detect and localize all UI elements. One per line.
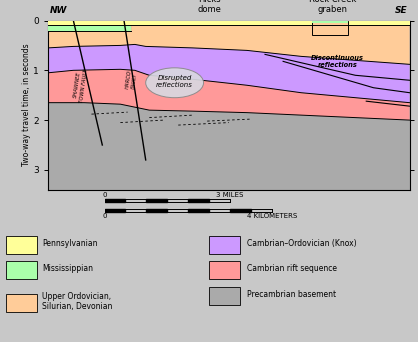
Text: 0: 0: [102, 213, 107, 219]
Polygon shape: [48, 21, 410, 25]
Polygon shape: [48, 25, 410, 64]
Text: Cambrian rift sequence: Cambrian rift sequence: [247, 264, 336, 274]
Text: SE: SE: [395, 6, 408, 15]
FancyBboxPatch shape: [209, 287, 240, 305]
Polygon shape: [48, 44, 410, 103]
FancyBboxPatch shape: [6, 236, 37, 254]
Text: SHAWNEE
TOWN FAULT: SHAWNEE TOWN FAULT: [73, 68, 88, 103]
Text: NW: NW: [50, 6, 68, 15]
Text: Hicks
dome: Hicks dome: [197, 0, 221, 14]
FancyBboxPatch shape: [6, 261, 37, 279]
Text: 4 KILOMETERS: 4 KILOMETERS: [247, 213, 297, 219]
Text: Cambrian–Ordovician (Knox): Cambrian–Ordovician (Knox): [247, 239, 356, 248]
Text: HARCO
FAULT: HARCO FAULT: [125, 70, 138, 90]
Text: Pennsylvanian: Pennsylvanian: [42, 239, 97, 248]
FancyBboxPatch shape: [312, 21, 348, 23]
Ellipse shape: [146, 68, 204, 98]
Polygon shape: [48, 69, 410, 120]
Text: Upper Ordovician,
Silurian, Devonian: Upper Ordovician, Silurian, Devonian: [42, 292, 112, 311]
Text: Disrupted
reflections: Disrupted reflections: [156, 75, 193, 88]
Polygon shape: [48, 25, 131, 31]
FancyBboxPatch shape: [209, 261, 240, 279]
Y-axis label: Two-way travel time, in seconds: Two-way travel time, in seconds: [21, 44, 31, 167]
Text: Discontinuous
reflections: Discontinuous reflections: [311, 55, 364, 68]
Text: Precambrian basement: Precambrian basement: [247, 290, 336, 299]
FancyBboxPatch shape: [6, 294, 37, 312]
FancyBboxPatch shape: [312, 21, 348, 36]
Text: 3 MILES: 3 MILES: [216, 192, 244, 198]
Text: Mississippian: Mississippian: [42, 264, 93, 274]
Text: Rock Creek
graben: Rock Creek graben: [308, 0, 356, 14]
Text: 0: 0: [102, 192, 107, 198]
FancyBboxPatch shape: [209, 236, 240, 254]
